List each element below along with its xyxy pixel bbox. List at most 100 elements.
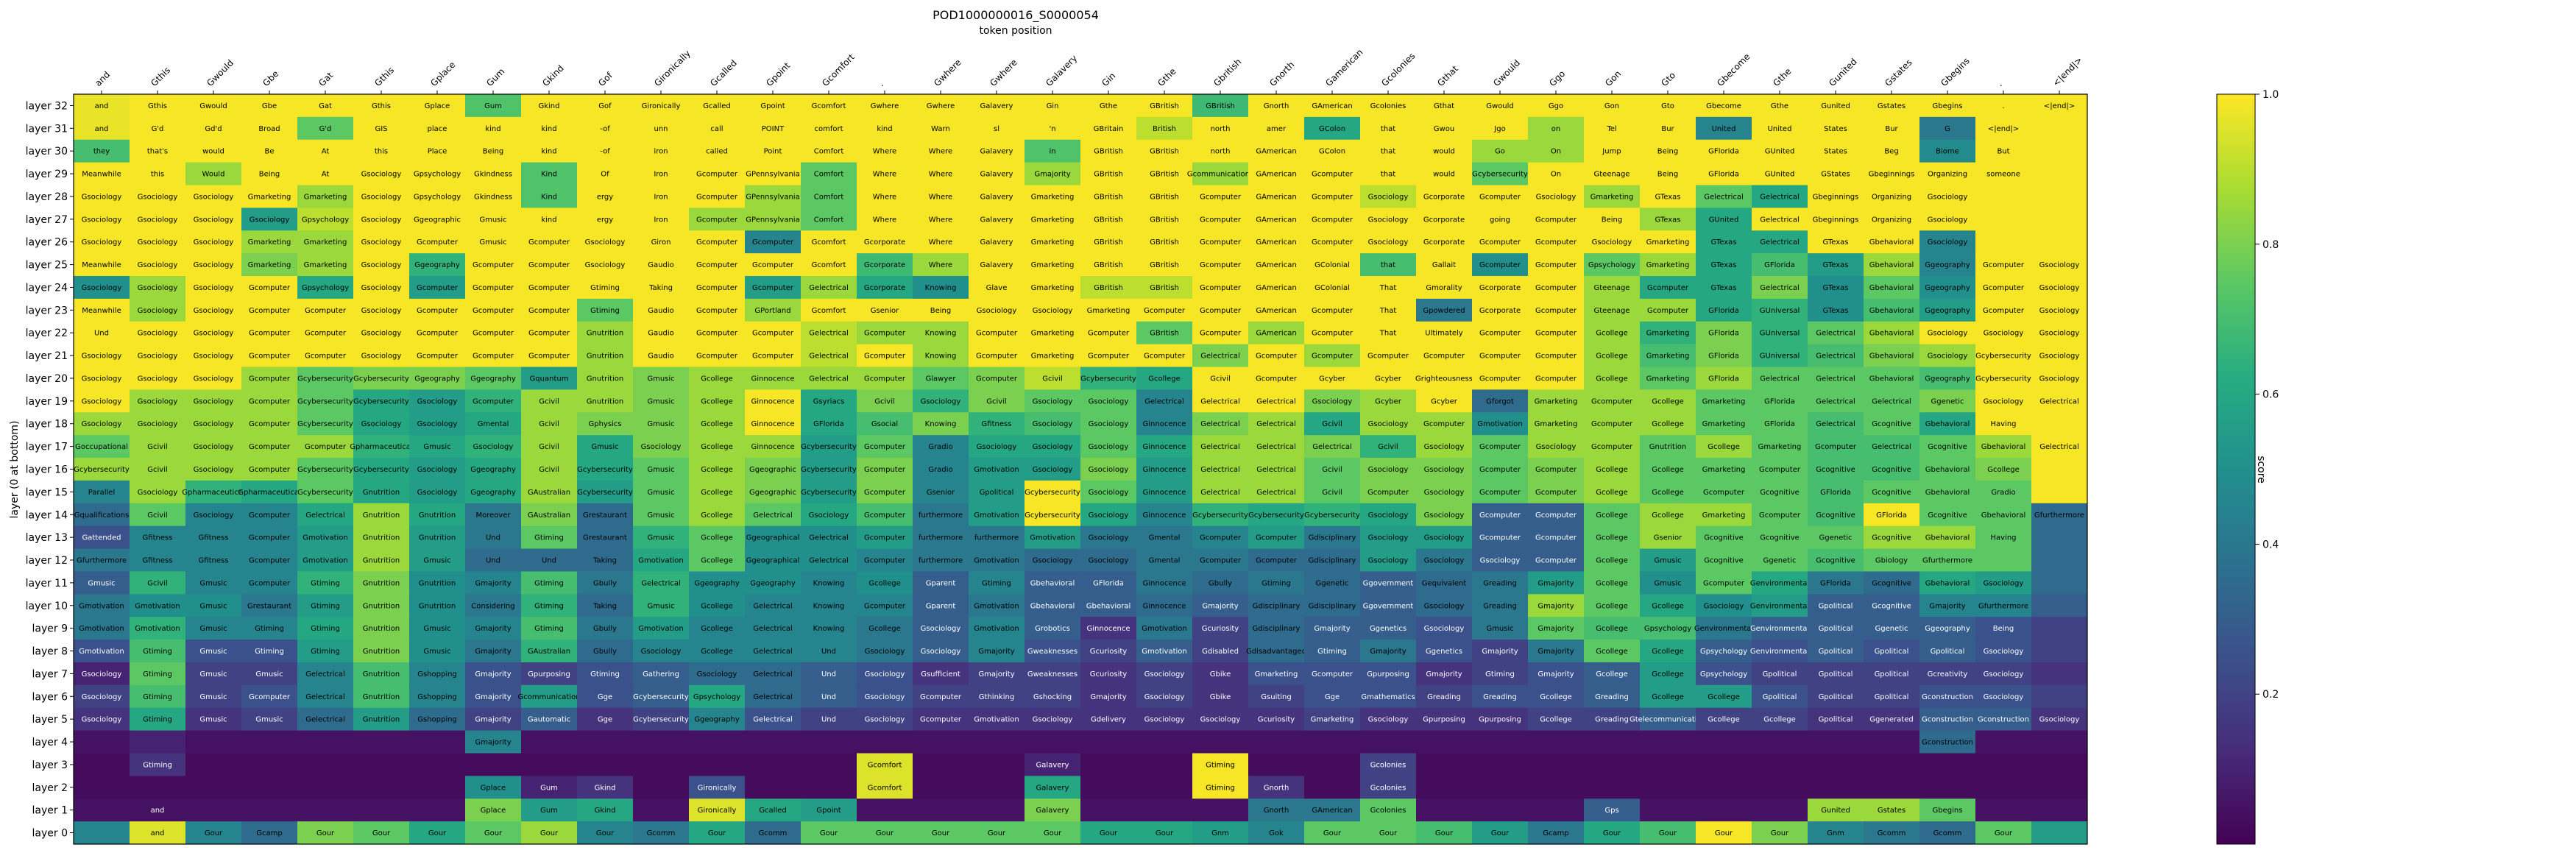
heatmap-cell — [689, 458, 746, 481]
cell-label: Gthinking — [979, 693, 1014, 701]
heatmap-cell — [969, 298, 1025, 322]
heatmap-cell — [1472, 208, 1529, 231]
heatmap-cell — [241, 412, 298, 436]
cell-label: Gdisciplinary — [1309, 534, 1356, 542]
x-tick-label: Gof — [596, 70, 615, 88]
heatmap-cell — [130, 503, 186, 527]
cell-label: Gcomputer — [920, 693, 962, 701]
cell-label: Gmotivation — [135, 625, 180, 633]
heatmap-cell — [857, 230, 913, 254]
heatmap-cell — [857, 458, 913, 481]
cell-label: Gsociology — [1592, 238, 1632, 247]
heatmap-cell — [74, 344, 130, 368]
y-tick-label: layer 23 — [26, 305, 68, 316]
cell-label: Kind — [541, 171, 557, 179]
cell-label: Gmajority — [1538, 648, 1574, 656]
heatmap-cell — [1864, 230, 1920, 254]
cell-label: Gmusic — [647, 602, 674, 610]
cell-label: Gcomputer — [528, 284, 570, 292]
cell-label: Iron — [654, 216, 668, 224]
heatmap-cell — [185, 435, 242, 458]
cell-label: Ggenetic — [1875, 625, 1908, 633]
heatmap-cell — [1472, 412, 1529, 436]
cell-label: Gmajority — [1538, 579, 1574, 587]
heatmap-cell — [745, 503, 802, 527]
cell-label: Gcomputer — [920, 716, 962, 724]
heatmap-cell — [913, 458, 969, 481]
cell-label: Gcollege — [1652, 511, 1684, 520]
heatmap-cell — [1975, 548, 2032, 572]
cell-label: Gsociology — [194, 330, 234, 338]
heatmap-cell — [633, 230, 690, 254]
heatmap-cell — [1472, 730, 1529, 754]
cell-label: Jgo — [1493, 125, 1505, 133]
cell-label: Gcybersecurity — [633, 716, 689, 724]
x-tick-label: . — [1995, 79, 2004, 89]
cell-label: GFlorida — [1093, 579, 1124, 587]
cell-label: GColonial — [1314, 261, 1350, 269]
cell-label: Gcybersecurity — [1975, 353, 2031, 361]
cell-label: Gcomputer — [249, 511, 291, 520]
heatmap-cell — [1136, 412, 1193, 436]
heatmap-cell — [2031, 594, 2088, 617]
cell-label: Ginnocence — [1143, 420, 1186, 428]
y-tick-label: layer 18 — [26, 419, 68, 431]
cell-label: Gcomputer — [473, 330, 514, 338]
cell-label: Gsociology — [138, 307, 178, 315]
cell-label: north — [1211, 125, 1231, 133]
cell-label: Gelectrical — [809, 375, 849, 383]
heatmap-cell — [130, 185, 186, 208]
heatmap-cell — [241, 480, 298, 504]
cell-label: Gwou — [1434, 125, 1454, 133]
cell-label: Genvironmental — [1750, 648, 1809, 656]
x-axis-label: token position — [979, 25, 1052, 37]
heatmap-cell — [1696, 230, 1752, 254]
cell-label: Gcomputer — [1312, 353, 1354, 361]
x-tick-label: Gcomfort — [820, 52, 857, 88]
heatmap-cell — [297, 253, 354, 277]
cell-label: GFlorida — [1708, 171, 1739, 179]
heatmap-cell — [801, 116, 857, 141]
cell-label: Gsociology — [1144, 670, 1185, 679]
cell-label: GBritish — [1150, 171, 1179, 179]
cell-label: Gcomputer — [528, 261, 570, 269]
heatmap-cell — [1248, 730, 1305, 754]
y-tick-label: layer 13 — [26, 532, 68, 544]
heatmap-cell — [1416, 412, 1473, 436]
cell-label: Gcomputer — [249, 443, 291, 451]
cell-label: Gcuriosity — [1258, 716, 1295, 724]
cell-label: Iron — [654, 171, 668, 179]
heatmap-cell — [1360, 162, 1417, 186]
cell-label: Gsociology — [194, 307, 234, 315]
cell-label: Gcollege — [868, 579, 901, 587]
cell-label: Gcomputer — [305, 353, 347, 361]
heatmap-cell — [969, 230, 1025, 254]
heatmap-cell — [1472, 253, 1529, 277]
heatmap-cell — [801, 139, 857, 163]
cell-label: Gcollege — [701, 466, 733, 474]
heatmap-cell — [1808, 116, 1864, 141]
y-tick-label: layer 3 — [32, 759, 68, 771]
heatmap-cell — [2031, 298, 2088, 322]
cell-label: furthermore — [919, 557, 963, 565]
cell-label: Gcybersecurity — [297, 489, 353, 497]
cell-label: Gmajority — [1034, 171, 1070, 179]
cell-label: Ggo — [1549, 102, 1563, 110]
heatmap-cell — [2031, 525, 2088, 550]
heatmap-cell — [913, 253, 969, 277]
cell-label: this — [151, 171, 164, 179]
cell-label: Gelectrical — [2039, 397, 2079, 405]
heatmap-cell — [297, 139, 354, 163]
cell-label: Gcollege — [1596, 579, 1628, 587]
cell-label: Gsociology — [1368, 466, 1409, 474]
heatmap-cell — [297, 185, 354, 208]
heatmap-cell — [297, 435, 354, 458]
heatmap-cell — [1696, 298, 1752, 322]
heatmap-cell — [1528, 230, 1585, 254]
heatmap-cell — [465, 389, 522, 413]
cell-label: Gcolonies — [1370, 784, 1406, 792]
cell-label: Gcivil — [147, 466, 168, 474]
heatmap-cell — [2031, 730, 2088, 754]
heatmap-cell — [1864, 366, 1920, 390]
cell-label: Gpsychology — [302, 284, 349, 292]
